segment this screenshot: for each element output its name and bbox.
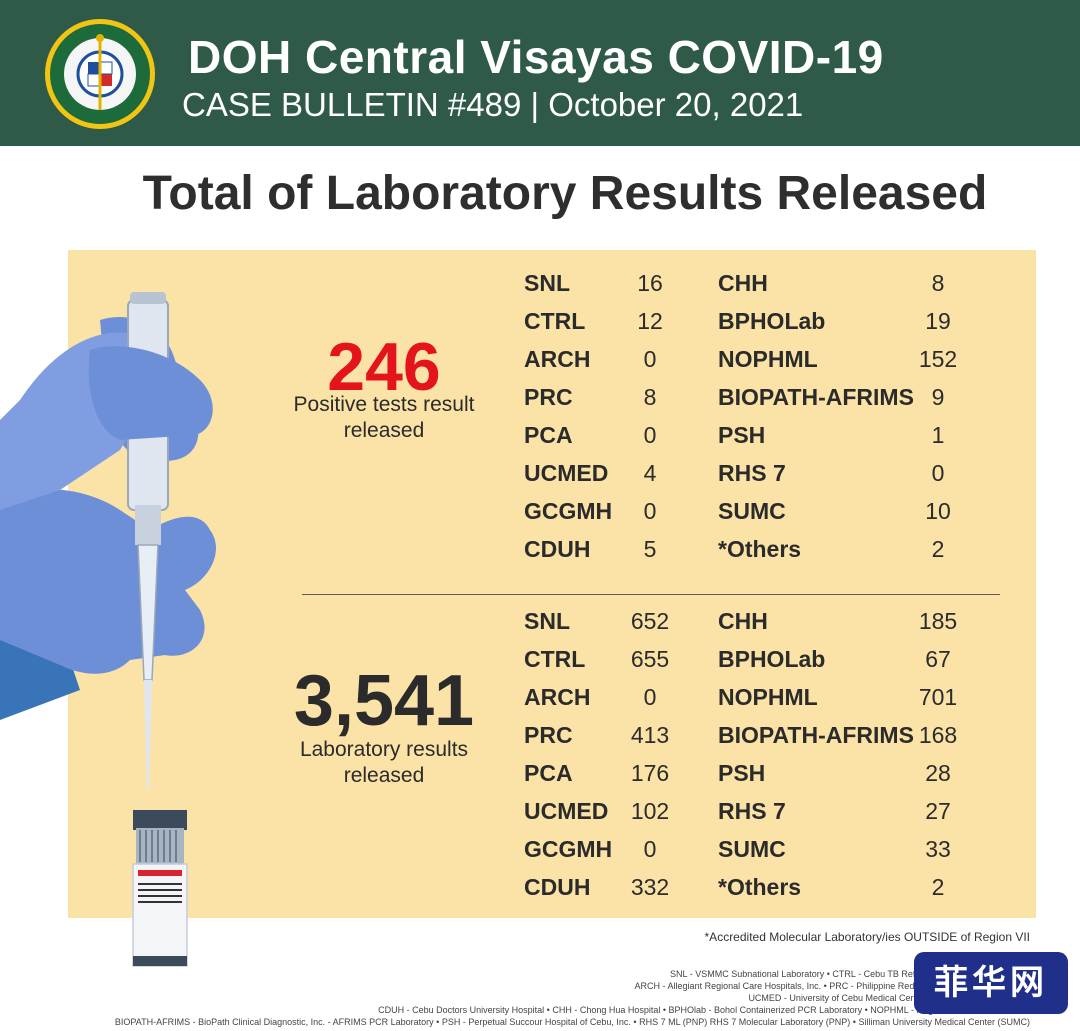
lab-value: 10 <box>925 498 951 524</box>
positive-total: 246 <box>327 329 441 405</box>
lab-name: PCA <box>524 760 573 786</box>
legend-line: BIOPATH-AFRIMS - BioPath Clinical Diagno… <box>114 1017 1030 1027</box>
lab-name: ARCH <box>524 684 591 710</box>
lab-name: BIOPATH-AFRIMS <box>718 384 914 410</box>
lab-value: 9 <box>931 384 945 410</box>
lab-name: NOPHML <box>718 346 818 372</box>
section-divider <box>302 594 1000 595</box>
page-title: Total of Laboratory Results Released <box>142 167 988 220</box>
lab-name: CTRL <box>524 646 586 672</box>
gloved-hand-pipette-icon <box>0 292 216 967</box>
lab-value: 67 <box>925 646 951 672</box>
lab-name: SUMC <box>718 836 786 862</box>
legend-line: ARCH - Allegiant Regional Care Hospitals… <box>634 981 1030 991</box>
footnote: *Accredited Molecular Laboratory/ies OUT… <box>704 930 1030 944</box>
lab-value: 33 <box>925 836 951 862</box>
lab-name: RHS 7 <box>718 460 786 486</box>
laboratory-total: 3,541 <box>293 661 475 741</box>
lab-value: 0 <box>931 460 945 486</box>
lab-value: 16 <box>637 270 663 296</box>
lab-value: 655 <box>630 646 670 672</box>
legend-line: CDUH - Cebu Doctors University Hospital … <box>378 1005 1030 1015</box>
legend-line: SNL - VSMMC Subnational Laboratory • CTR… <box>670 969 1030 979</box>
lab-name: CDUH <box>524 874 591 900</box>
lab-value: 28 <box>925 760 951 786</box>
lab-name: SUMC <box>718 498 786 524</box>
lab-value: 152 <box>918 346 958 372</box>
lab-name: BIOPATH-AFRIMS <box>718 722 914 748</box>
lab-name: PCA <box>524 422 573 448</box>
lab-name: *Others <box>718 874 802 900</box>
lab-value: 2 <box>931 536 945 562</box>
laboratory-label-line2: released <box>343 764 425 787</box>
lab-name: PSH <box>718 760 766 786</box>
lab-value: 4 <box>643 460 657 486</box>
positive-total-label: Positive tests result released <box>274 392 494 444</box>
bulletin-title: DOH Central Visayas COVID-19 <box>188 31 884 83</box>
bulletin-header: DOH Central Visayas COVID-19 CASE BULLET… <box>0 0 1080 146</box>
positive-label-line1: Positive tests result <box>293 393 475 416</box>
lab-value: 332 <box>630 874 670 900</box>
lab-value: 413 <box>630 722 670 748</box>
lab-name: CTRL <box>524 308 586 334</box>
lab-value: 0 <box>643 422 657 448</box>
lab-name: BPHOLab <box>718 308 826 334</box>
lab-name: ARCH <box>524 346 591 372</box>
lab-value: 652 <box>630 608 670 634</box>
lab-name: SNL <box>524 270 570 296</box>
lab-value: 0 <box>643 684 657 710</box>
lab-name: UCMED <box>524 460 609 486</box>
lab-name: CHH <box>718 608 768 634</box>
positive-label-line2: released <box>343 419 425 442</box>
lab-name: GCGMH <box>524 836 613 862</box>
watermark-logo: 菲华网 <box>914 952 1068 1014</box>
lab-value: 27 <box>925 798 951 824</box>
lab-name: PRC <box>524 384 573 410</box>
lab-value: 168 <box>918 722 958 748</box>
lab-name: SNL <box>524 608 570 634</box>
lab-value: 8 <box>643 384 657 410</box>
lab-name: CHH <box>718 270 768 296</box>
lab-value: 185 <box>918 608 958 634</box>
lab-name: PRC <box>524 722 573 748</box>
lab-name: *Others <box>718 536 802 562</box>
lab-value: 102 <box>630 798 670 824</box>
lab-name: GCGMH <box>524 498 613 524</box>
lab-value: 1 <box>931 422 945 448</box>
laboratory-total-label: Laboratory results released <box>274 737 494 789</box>
lab-value: 12 <box>637 308 663 334</box>
lab-value: 5 <box>643 536 657 562</box>
lab-name: NOPHML <box>718 684 818 710</box>
laboratory-label-line1: Laboratory results <box>299 738 469 761</box>
lab-name: PSH <box>718 422 766 448</box>
results-panel <box>68 250 1036 918</box>
lab-value: 19 <box>925 308 951 334</box>
lab-name: UCMED <box>524 798 609 824</box>
doh-seal-icon <box>45 19 155 129</box>
lab-value: 2 <box>931 874 945 900</box>
lab-value: 0 <box>643 836 657 862</box>
bulletin-subtitle: CASE BULLETIN #489 | October 20, 2021 <box>182 86 804 123</box>
lab-value: 8 <box>931 270 945 296</box>
lab-value: 176 <box>630 760 670 786</box>
lab-name: CDUH <box>524 536 591 562</box>
lab-name: RHS 7 <box>718 798 786 824</box>
lab-value: 701 <box>918 684 958 710</box>
lab-value: 0 <box>643 498 657 524</box>
legend-line: UCMED - University of Cebu Medical Cente… <box>748 993 1030 1003</box>
lab-value: 0 <box>643 346 657 372</box>
lab-name: BPHOLab <box>718 646 826 672</box>
